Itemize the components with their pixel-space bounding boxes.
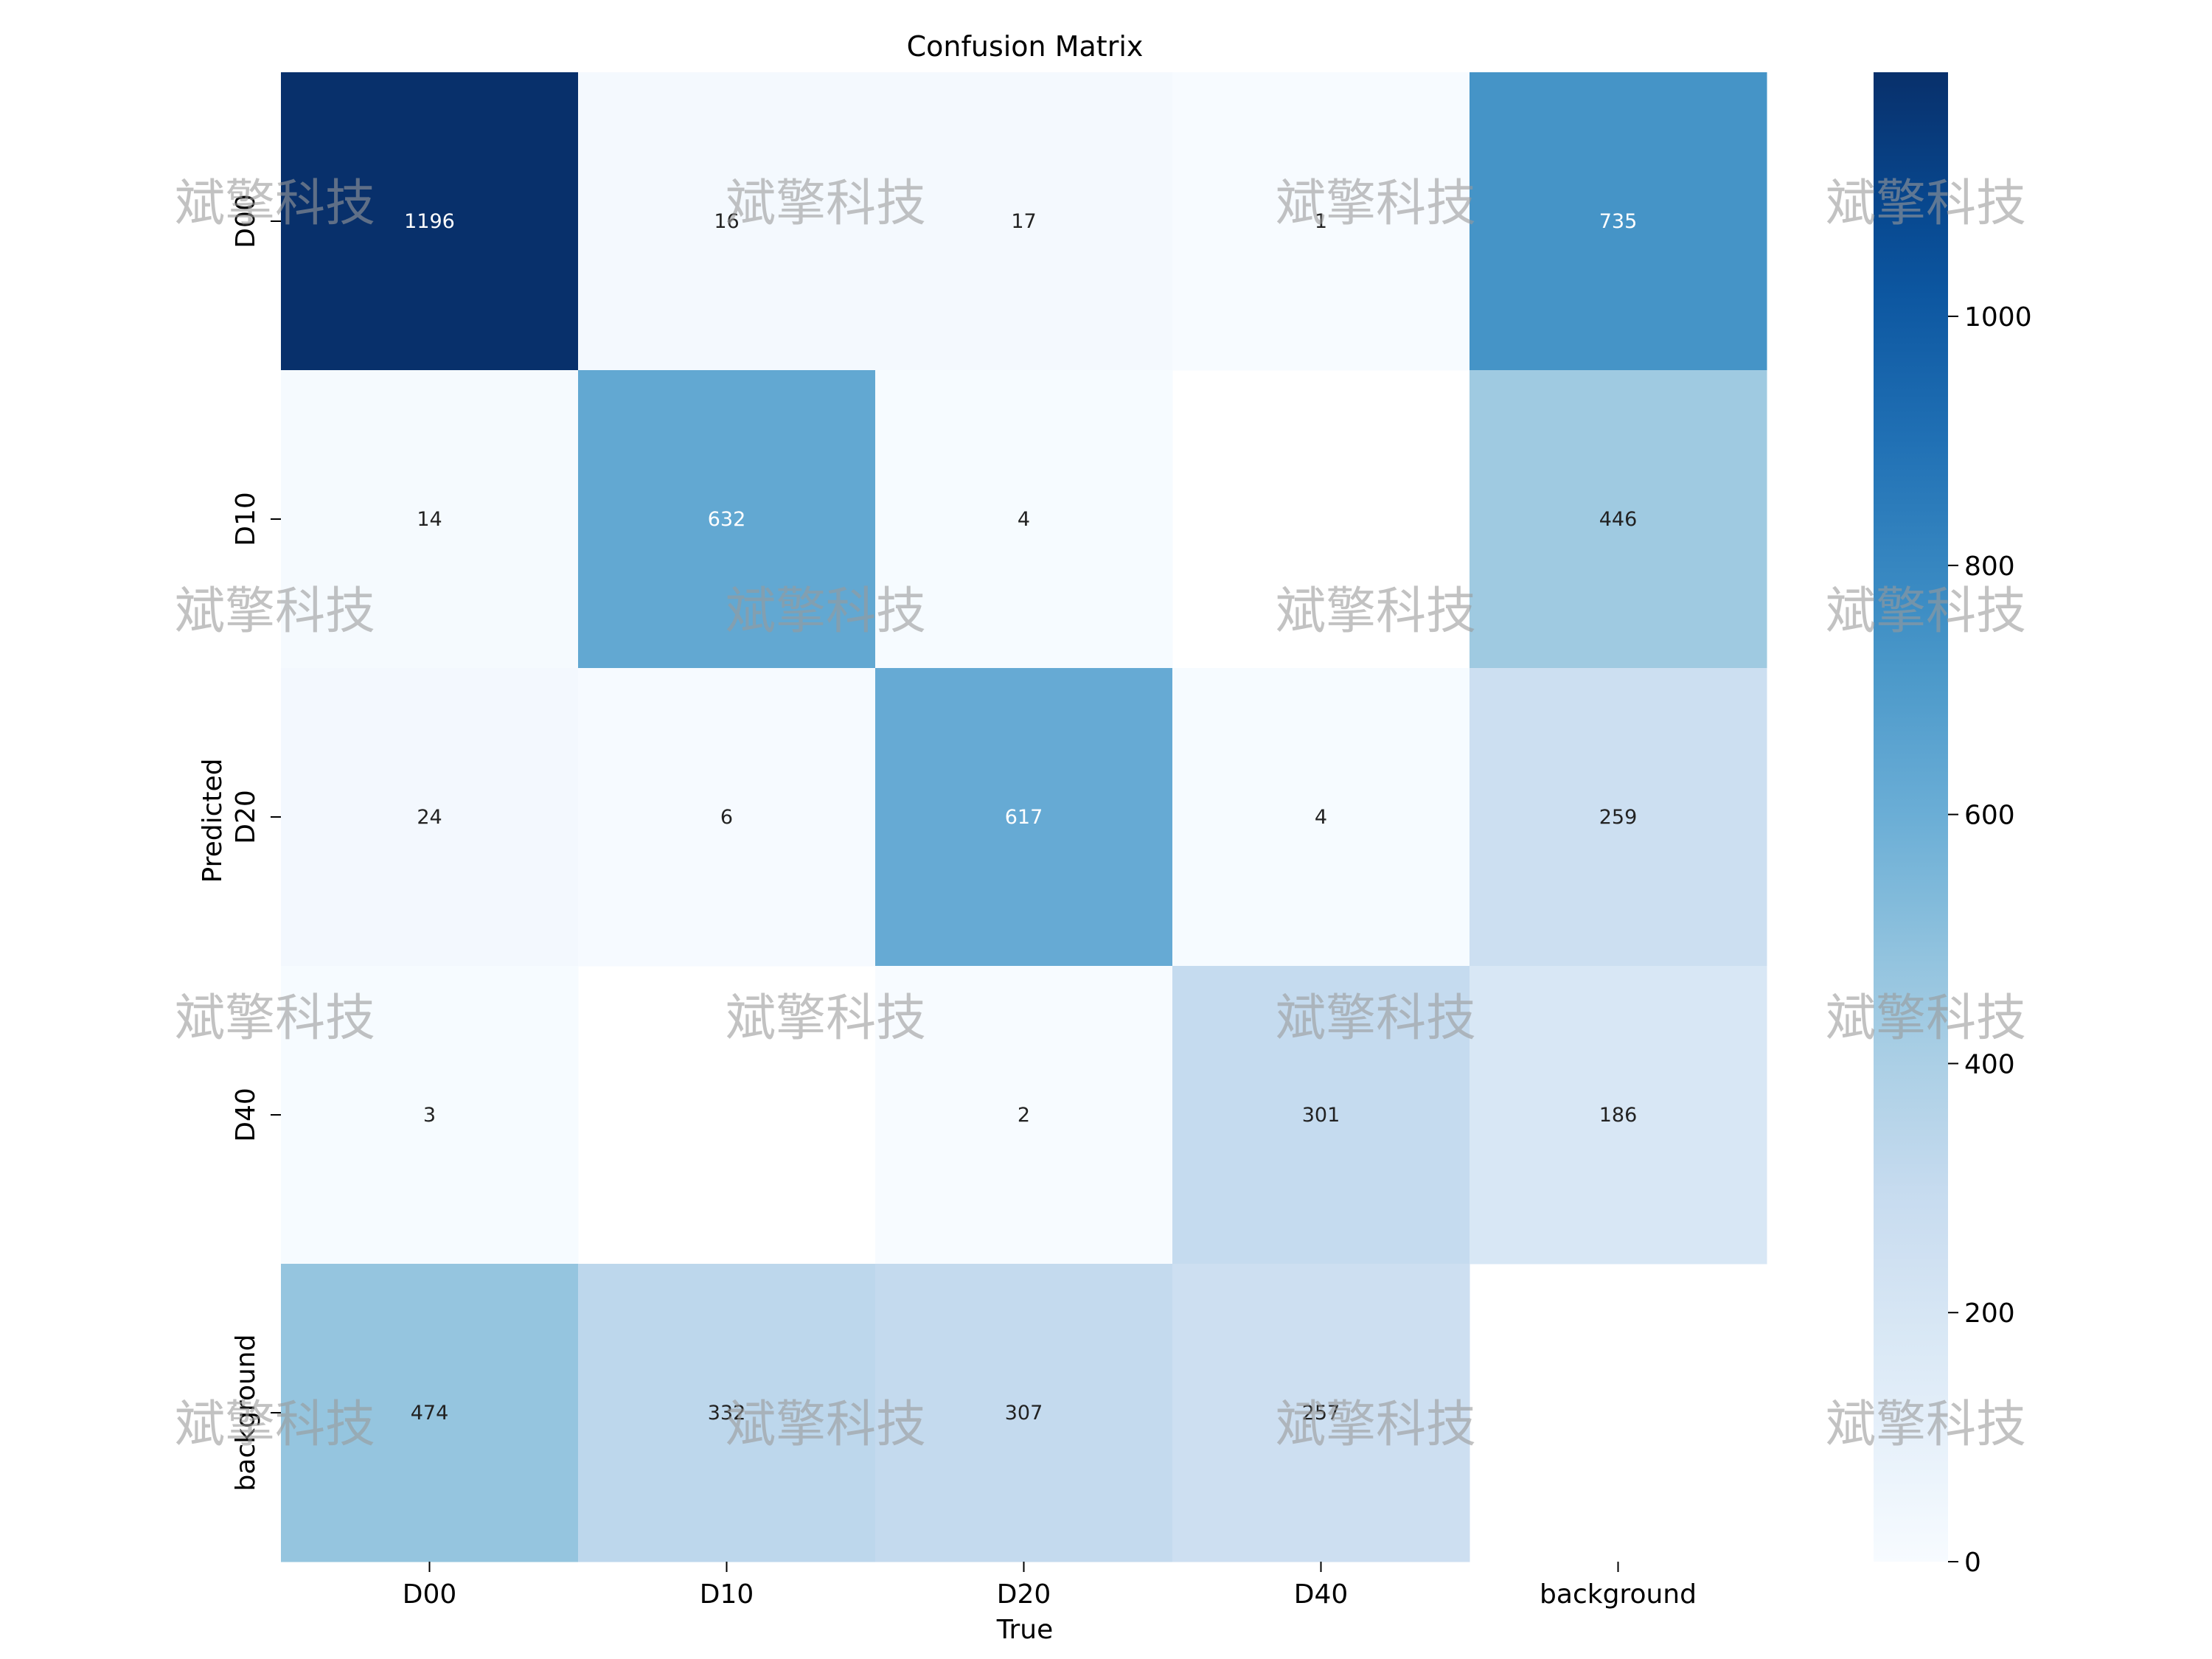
colorbar-tick-label: 0: [1964, 1548, 1981, 1578]
watermark-text: 斌擎科技: [1276, 1396, 1476, 1454]
watermark-text: 斌擎科技: [1826, 582, 2026, 641]
colorbar-tick-label: 1000: [1964, 302, 2032, 333]
colorbar-tick-label: 400: [1964, 1049, 2015, 1079]
y-tick-label: background: [231, 1335, 261, 1492]
y-tick-label: D00: [231, 194, 261, 248]
watermark-text: 斌擎科技: [726, 990, 926, 1048]
colorbar-tick-label: 600: [1964, 801, 2015, 831]
y-axis-label: Predicted: [198, 759, 228, 883]
cell-value-label: 3: [423, 1104, 436, 1127]
cell-value-label: 24: [417, 806, 442, 829]
cell-value-label: 16: [714, 210, 739, 233]
watermark-text: 斌擎科技: [1276, 175, 1476, 233]
cell-value-label: 259: [1599, 806, 1638, 829]
cell-value-label: 186: [1599, 1104, 1638, 1127]
watermark-text: 斌擎科技: [1276, 990, 1476, 1048]
cell-value-label: 1196: [404, 210, 455, 233]
x-axis-label: True: [996, 1615, 1053, 1645]
heatmap-cell: [1470, 668, 1767, 967]
heatmap-cell: [1172, 668, 1470, 967]
x-tick-label: D20: [997, 1579, 1051, 1610]
heatmap-cells: 1196 16 17 1 735 14 632 4 446 24 6 617 4 259 3 2 301 186 4…: [281, 72, 1767, 1562]
cell-value-label: 301: [1302, 1104, 1340, 1127]
heatmap-cell: [1470, 370, 1767, 669]
cell-value-label: 4: [1315, 806, 1327, 829]
cell-value-label: 446: [1599, 508, 1638, 531]
cell-value-label: 632: [708, 508, 746, 531]
heatmap-cell: [578, 668, 876, 967]
heatmap-cell: [1172, 72, 1470, 371]
watermark-text: 斌擎科技: [726, 582, 926, 641]
cell-value-label: 14: [417, 508, 442, 531]
heatmap-cell: [281, 370, 579, 669]
heatmap-cell: [281, 966, 579, 1265]
heatmap-cell: [1172, 1264, 1470, 1562]
watermark-text: 斌擎科技: [726, 175, 926, 233]
chart-title: Confusion Matrix: [907, 30, 1144, 63]
cell-value-label: 332: [708, 1402, 746, 1425]
cell-value-label: 617: [1005, 806, 1043, 829]
heatmap-cell: [1172, 966, 1470, 1265]
heatmap-cell: [875, 668, 1173, 967]
colorbar-tick-label: 800: [1964, 552, 2015, 582]
cell-value-label: 474: [411, 1402, 449, 1425]
colorbar-tick-label: 200: [1964, 1298, 2015, 1329]
watermark-text: 斌擎科技: [175, 990, 375, 1048]
x-tick-label: D40: [1294, 1579, 1349, 1610]
cell-value-label: 735: [1599, 210, 1638, 233]
heatmap-cell: [875, 370, 1173, 669]
cell-value-label: 2: [1018, 1104, 1030, 1127]
cell-value-label: 1: [1315, 210, 1327, 233]
watermark-text: 斌擎科技: [175, 582, 375, 641]
colorbar-gradient: [1874, 72, 1948, 1562]
y-axis: D00 D10 D20 D40 background: [231, 194, 281, 1491]
heatmap-cell: [875, 1264, 1173, 1562]
cell-value-label: 4: [1018, 508, 1030, 531]
heatmap-cell: [875, 966, 1173, 1265]
x-tick-label: background: [1540, 1579, 1697, 1610]
cell-value-label: 17: [1011, 210, 1036, 233]
watermark-text: 斌擎科技: [1826, 175, 2026, 233]
x-tick-label: D10: [700, 1579, 754, 1610]
watermark-text: 斌擎科技: [1826, 1396, 2026, 1454]
x-tick-label: D00: [403, 1579, 457, 1610]
watermark-text: 斌擎科技: [726, 1396, 926, 1454]
y-tick-label: D40: [231, 1088, 261, 1142]
cell-value-label: 257: [1302, 1402, 1340, 1425]
y-tick-label: D10: [231, 492, 261, 546]
watermark-text: 斌擎科技: [1826, 990, 2026, 1048]
y-tick-label: D20: [231, 790, 261, 844]
cell-value-label: 307: [1005, 1402, 1043, 1425]
watermark-text: 斌擎科技: [175, 175, 375, 233]
heatmap-cell: [1470, 72, 1767, 371]
heatmap-cell: [281, 668, 579, 967]
heatmap-cell: [281, 72, 579, 371]
x-axis: D00 D10 D20 D40 background: [403, 1562, 1697, 1610]
watermark-text: 斌擎科技: [175, 1396, 375, 1454]
heatmap-cell: [281, 1264, 579, 1562]
watermark-text: 斌擎科技: [1276, 582, 1476, 641]
heatmap-cell: [578, 72, 876, 371]
heatmap-cell: [578, 1264, 876, 1562]
heatmap-cell: [875, 72, 1173, 371]
heatmap-cell: [578, 370, 876, 669]
colorbar: 0 200 400 600 800 1000: [1874, 72, 2032, 1578]
cell-value-label: 6: [720, 806, 733, 829]
heatmap-cell: [1470, 966, 1767, 1265]
